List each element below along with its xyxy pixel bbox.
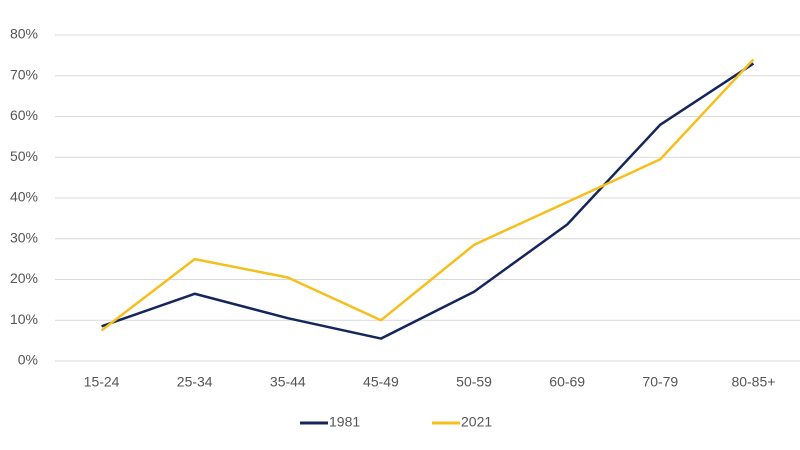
y-tick-label: 80% [10, 26, 38, 42]
x-tick-label: 50-59 [456, 374, 492, 390]
x-tick-label: 80-85+ [731, 374, 775, 390]
y-tick-label: 70% [10, 66, 38, 82]
x-tick-label: 70-79 [642, 374, 678, 390]
y-tick-label: 10% [10, 311, 38, 327]
y-tick-label: 20% [10, 270, 38, 286]
x-tick-label: 60-69 [549, 374, 585, 390]
y-tick-label: 40% [10, 189, 38, 205]
y-tick-label: 30% [10, 229, 38, 245]
x-tick-label: 45-49 [363, 374, 399, 390]
data-line [101, 62, 755, 340]
y-tick-label: 50% [10, 148, 38, 164]
legend-label: 2021 [461, 414, 492, 430]
y-tick-label: 0% [18, 352, 38, 368]
x-tick-label: 15-24 [84, 374, 120, 390]
data-line [100, 58, 755, 332]
y-tick-label: 60% [10, 107, 38, 123]
x-tick-label: 25-34 [177, 374, 213, 390]
x-tick-label: 35-44 [270, 374, 306, 390]
legend-label: 1981 [329, 414, 360, 430]
